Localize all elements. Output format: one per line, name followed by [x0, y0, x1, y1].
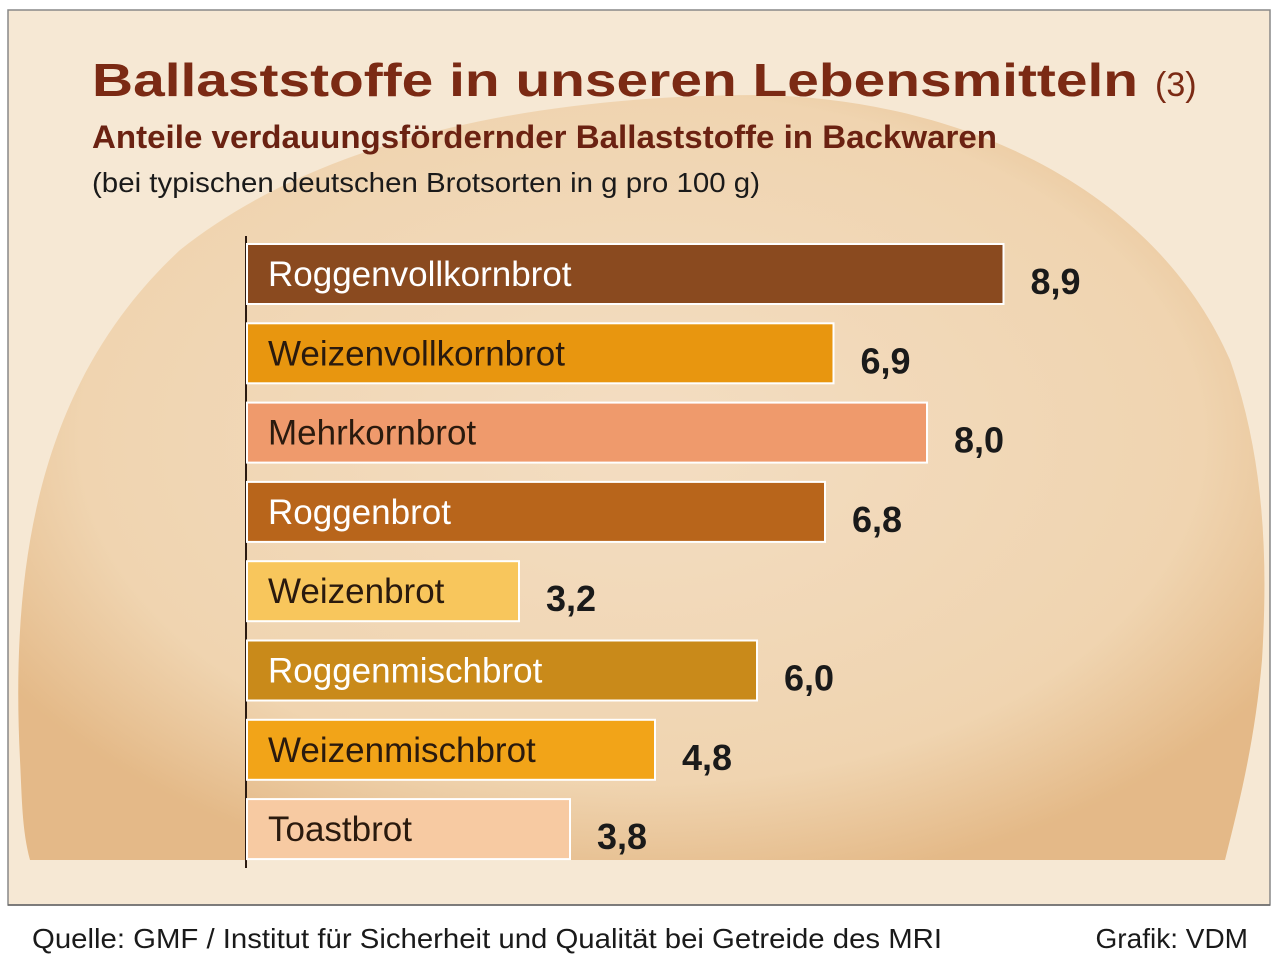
value-label: 6,8: [852, 499, 902, 540]
value-label: 4,8: [682, 737, 732, 778]
chart: Ballaststoffe in unseren Lebensmitteln (…: [0, 0, 1273, 958]
value-label: 3,8: [597, 816, 647, 857]
category-label: Roggenmischbrot: [268, 652, 543, 691]
title-number: (3): [1155, 66, 1197, 104]
chart-subtitle: Anteile verdauungsfördernder Ballaststof…: [92, 119, 997, 155]
category-label: Toastbrot: [268, 810, 412, 849]
credit: Grafik: VDM: [1096, 923, 1248, 954]
chart-note: (bei typischen deutschen Brotsorten in g…: [92, 167, 760, 198]
value-label: 8,9: [1031, 261, 1081, 302]
category-label: Weizenmischbrot: [268, 731, 536, 770]
source: Quelle: GMF / Institut für Sicherheit un…: [32, 923, 942, 954]
category-label: Weizenvollkornbrot: [268, 334, 565, 373]
value-label: 6,0: [784, 658, 834, 699]
chart-title: Ballaststoffe in unseren Lebensmitteln: [92, 54, 1138, 106]
category-label: Roggenbrot: [268, 493, 451, 532]
category-label: Roggenvollkornbrot: [268, 255, 572, 294]
value-label: 3,2: [546, 578, 596, 619]
value-label: 8,0: [954, 420, 1004, 461]
value-label: 6,9: [861, 340, 911, 381]
category-label: Mehrkornbrot: [268, 414, 476, 453]
category-label: Weizenbrot: [268, 572, 445, 611]
